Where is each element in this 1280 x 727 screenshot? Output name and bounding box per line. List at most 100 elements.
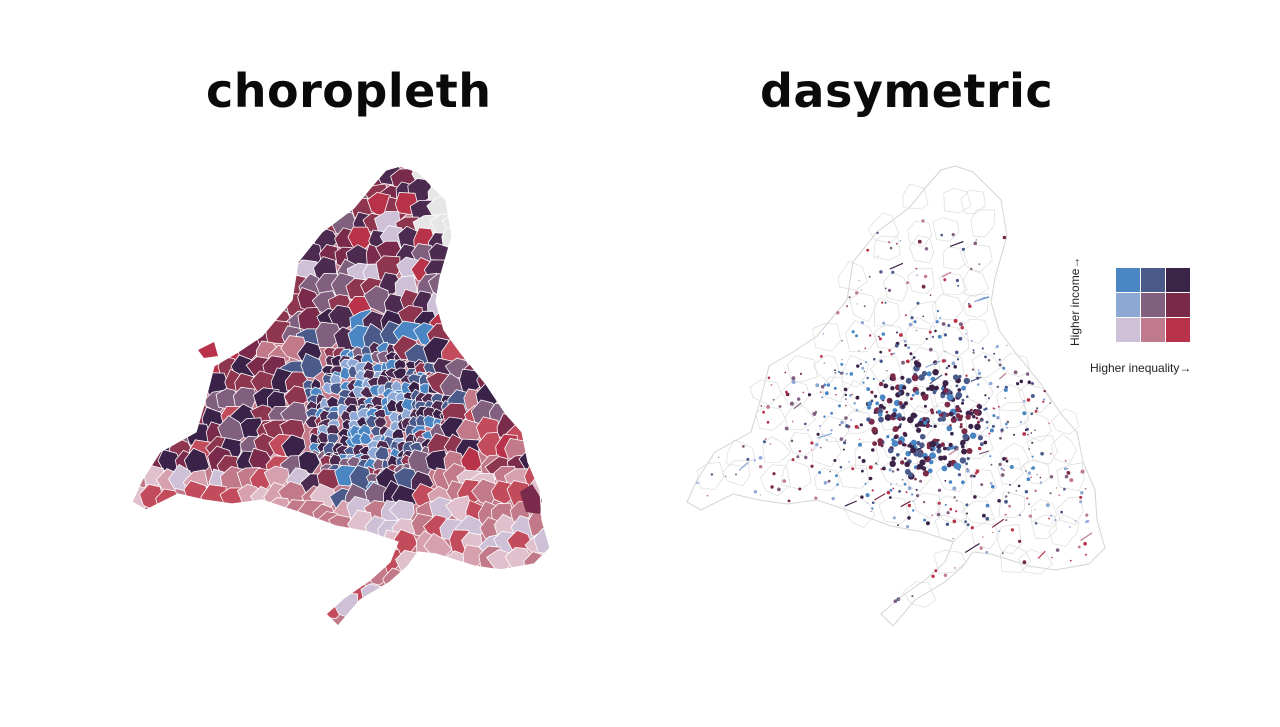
populated-area: [921, 376, 925, 380]
populated-area: [998, 358, 1001, 361]
populated-area: [898, 490, 901, 493]
populated-area: [833, 386, 837, 390]
populated-area: [950, 431, 954, 436]
populated-area: [994, 408, 996, 410]
populated-area: [856, 303, 858, 305]
populated-area: [892, 426, 899, 432]
populated-area: [1049, 475, 1054, 479]
populated-area: [982, 536, 984, 538]
populated-area: [965, 395, 969, 399]
populated-area: [1079, 495, 1083, 499]
populated-area: [1083, 541, 1087, 546]
legend-cell: [1166, 318, 1190, 342]
populated-area: [855, 291, 859, 295]
populated-area: [937, 417, 943, 422]
populated-area: [909, 446, 923, 454]
bivariate-legend: [1116, 268, 1190, 342]
populated-area: [943, 333, 948, 337]
populated-area: [1007, 491, 1010, 494]
populated-area: [940, 442, 945, 447]
populated-area: [881, 332, 885, 336]
populated-area: [889, 375, 896, 382]
populated-area: [904, 468, 911, 475]
populated-area: [896, 453, 900, 457]
populated-area: [988, 381, 993, 386]
populated-area: [1005, 519, 1008, 522]
populated-area: [933, 424, 937, 428]
populated-area: [971, 368, 975, 371]
populated-area: [1030, 467, 1033, 470]
populated-area: [888, 349, 891, 352]
populated-area: [1064, 474, 1069, 479]
populated-area: [782, 479, 787, 483]
populated-area: [1026, 398, 1031, 402]
populated-area: [970, 376, 982, 382]
populated-area: [1043, 389, 1046, 393]
populated-area: [948, 447, 959, 456]
populated-area: [839, 437, 844, 441]
populated-area: [976, 376, 980, 380]
populated-area: [1034, 409, 1038, 413]
populated-area: [820, 355, 823, 358]
populated-area: [1031, 441, 1034, 444]
populated-area: [936, 512, 941, 517]
populated-area: [942, 455, 948, 461]
populated-area: [1069, 526, 1071, 528]
populated-area: [916, 447, 922, 453]
populated-area: [922, 417, 928, 423]
populated-area: [900, 500, 911, 508]
populated-area: [696, 481, 699, 485]
populated-area: [764, 438, 767, 441]
populated-area: [887, 447, 894, 454]
populated-area: [955, 394, 961, 400]
populated-area: [890, 414, 897, 421]
populated-area: [903, 339, 907, 343]
populated-area: [866, 248, 870, 252]
populated-area: [955, 406, 961, 413]
municipal-boundary: [999, 543, 1032, 573]
populated-area: [870, 510, 872, 512]
populated-area: [891, 438, 895, 442]
populated-area: [1002, 235, 1007, 240]
populated-area: [961, 385, 966, 391]
populated-area: [850, 419, 853, 421]
populated-area: [1003, 469, 1005, 471]
populated-area: [996, 385, 999, 389]
populated-area: [914, 390, 920, 396]
populated-area: [830, 429, 833, 432]
populated-area: [942, 392, 946, 396]
populated-area: [893, 599, 898, 603]
populated-area: [989, 455, 992, 458]
populated-area: [970, 474, 974, 477]
municipal-boundary: [854, 441, 880, 470]
municipality-area: [300, 352, 324, 379]
populated-area: [899, 423, 902, 426]
municipal-boundary: [759, 464, 791, 497]
populated-area: [914, 414, 918, 417]
populated-area: [901, 385, 907, 390]
populated-area: [881, 398, 885, 402]
populated-area: [964, 431, 967, 434]
populated-area: [899, 239, 902, 242]
populated-area: [872, 428, 878, 435]
populated-area: [762, 440, 766, 444]
populated-area: [999, 436, 1002, 440]
populated-area: [930, 448, 933, 451]
municipal-boundary: [870, 356, 903, 387]
populated-area: [889, 460, 896, 467]
populated-area: [871, 507, 874, 510]
municipal-boundary: [907, 220, 933, 248]
populated-area: [987, 397, 990, 400]
populated-area: [1034, 522, 1038, 525]
populated-area: [934, 385, 939, 391]
populated-area: [778, 405, 782, 408]
municipal-boundary: [837, 260, 868, 291]
municipal-boundary: [881, 433, 908, 459]
populated-area: [879, 359, 883, 363]
populated-area: [996, 416, 1000, 420]
populated-area: [910, 412, 917, 419]
enclave-area: [198, 342, 218, 358]
populated-area: [872, 427, 876, 430]
populated-area: [895, 384, 901, 391]
populated-area: [944, 388, 952, 396]
